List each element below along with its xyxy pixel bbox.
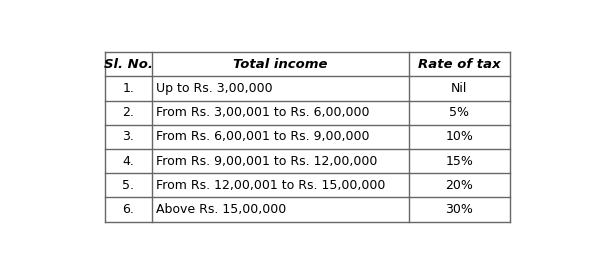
Text: Up to Rs. 3,00,000: Up to Rs. 3,00,000	[157, 82, 273, 95]
Text: 5%: 5%	[449, 106, 469, 119]
Text: 20%: 20%	[445, 179, 473, 192]
Text: From Rs. 6,00,001 to Rs. 9,00,000: From Rs. 6,00,001 to Rs. 9,00,000	[157, 130, 370, 143]
Text: 6.: 6.	[122, 203, 134, 216]
Text: From Rs. 3,00,001 to Rs. 6,00,000: From Rs. 3,00,001 to Rs. 6,00,000	[157, 106, 370, 119]
Text: From Rs. 12,00,001 to Rs. 15,00,000: From Rs. 12,00,001 to Rs. 15,00,000	[157, 179, 386, 192]
Text: From Rs. 9,00,001 to Rs. 12,00,000: From Rs. 9,00,001 to Rs. 12,00,000	[157, 154, 378, 167]
Text: 2.: 2.	[122, 106, 134, 119]
Text: 1.: 1.	[122, 82, 134, 95]
Text: Nil: Nil	[451, 82, 467, 95]
Text: Rate of tax: Rate of tax	[418, 58, 500, 71]
Text: 3.: 3.	[122, 130, 134, 143]
Text: 30%: 30%	[445, 203, 473, 216]
Text: 5.: 5.	[122, 179, 134, 192]
Text: 15%: 15%	[445, 154, 473, 167]
Text: Total income: Total income	[233, 58, 328, 71]
Text: 10%: 10%	[445, 130, 473, 143]
Text: 4.: 4.	[122, 154, 134, 167]
Text: Sl. No.: Sl. No.	[104, 58, 153, 71]
Text: Above Rs. 15,00,000: Above Rs. 15,00,000	[157, 203, 287, 216]
